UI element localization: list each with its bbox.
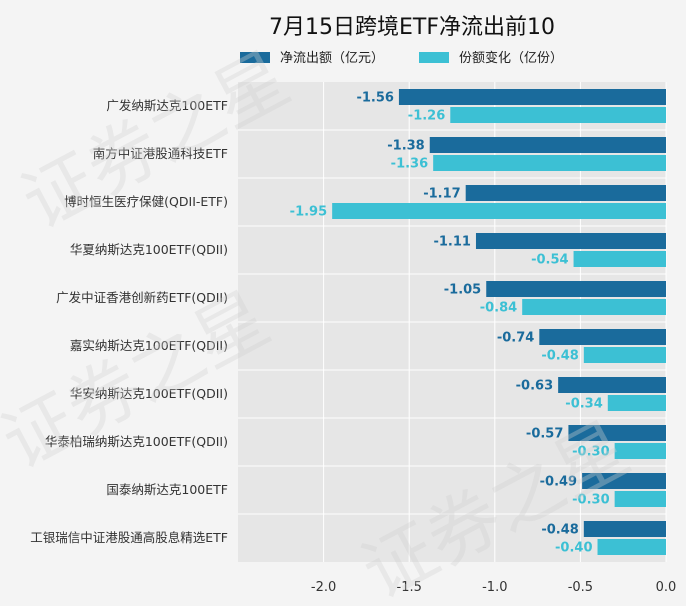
value-label-share-change: -0.34	[565, 397, 602, 412]
value-label-net-outflow: -0.63	[516, 379, 553, 394]
bar-share-change	[433, 155, 666, 171]
bar-net-outflow	[558, 377, 666, 393]
category-label: 广发纳斯达克100ETF	[106, 98, 228, 113]
category-label: 华泰柏瑞纳斯达克100ETF(QDII)	[45, 434, 228, 449]
value-label-share-change: -0.54	[531, 253, 568, 268]
bar-net-outflow	[539, 329, 666, 345]
bar-share-change	[614, 443, 666, 459]
category-labels: 广发纳斯达克100ETF 南方中证港股通科技ETF 博时恒生医疗保健(QDII-ET…	[30, 98, 228, 545]
bar-net-outflow	[486, 281, 666, 297]
legend-label-share-change: 份额变化（亿份）	[459, 50, 563, 66]
value-label-share-change: -0.40	[555, 541, 592, 556]
value-label-share-change: -0.48	[541, 349, 578, 364]
x-tick-label: -1.5	[397, 580, 422, 595]
value-label-share-change: -1.36	[391, 157, 428, 172]
x-tick-label: -0.5	[568, 580, 593, 595]
bar-net-outflow	[475, 233, 666, 249]
bar-share-change	[573, 251, 666, 267]
value-label-net-outflow: -1.11	[433, 235, 470, 250]
legend-swatch-share-change	[419, 52, 449, 63]
legend: 净流出额（亿元） 份额变化（亿份）	[240, 50, 563, 66]
value-label-share-change: -0.30	[572, 493, 609, 508]
bar-share-change	[607, 395, 666, 411]
legend-swatch-net-outflow	[240, 52, 270, 63]
category-label: 南方中证港股通科技ETF	[93, 146, 228, 161]
x-axis-ticks: -2.0 -1.5 -1.0 -0.5 0.0	[311, 580, 676, 595]
category-label: 博时恒生医疗保健(QDII-ETF)	[64, 194, 228, 209]
value-label-net-outflow: -0.74	[497, 331, 534, 346]
x-tick-label: -2.0	[311, 580, 336, 595]
category-label: 华夏纳斯达克100ETF(QDII)	[70, 242, 228, 257]
category-label: 国泰纳斯达克100ETF	[106, 482, 228, 497]
bar-share-change	[332, 203, 666, 219]
bar-net-outflow	[582, 473, 666, 489]
value-label-net-outflow: -0.48	[541, 523, 578, 538]
value-label-net-outflow: -1.38	[387, 139, 424, 154]
bar-share-change	[614, 491, 666, 507]
category-label: 广发中证香港创新药ETF(QDII)	[56, 290, 228, 305]
category-label: 工银瑞信中证港股通高股息精选ETF	[30, 530, 228, 545]
chart-title: 7月15日跨境ETF净流出前10	[269, 15, 555, 40]
bar-net-outflow	[583, 521, 666, 537]
category-label: 华安纳斯达克100ETF(QDII)	[70, 386, 228, 401]
value-label-share-change: -0.30	[572, 445, 609, 460]
bar-share-change	[522, 299, 666, 315]
value-label-share-change: -1.95	[290, 205, 327, 220]
bar-net-outflow	[398, 89, 666, 105]
x-tick-label: 0.0	[656, 580, 677, 595]
value-label-share-change: -1.26	[408, 109, 445, 124]
bar-share-change	[597, 539, 666, 555]
bar-share-change	[583, 347, 666, 363]
bar-net-outflow	[465, 185, 666, 201]
bar-net-outflow	[568, 425, 666, 441]
value-label-net-outflow: -1.05	[444, 283, 481, 298]
legend-label-net-outflow: 净流出额（亿元）	[280, 51, 384, 66]
value-labels: -1.56 -1.26 -1.38 -1.36 -1.17 -1.95 -1.11 -0.54…	[290, 91, 610, 556]
value-label-share-change: -0.84	[480, 301, 517, 316]
value-label-net-outflow: -1.17	[423, 187, 460, 202]
value-label-net-outflow: -0.57	[526, 427, 563, 442]
value-label-net-outflow: -1.56	[356, 91, 393, 106]
category-label: 嘉实纳斯达克100ETF(QDII)	[70, 338, 228, 353]
bar-net-outflow	[429, 137, 666, 153]
x-tick-label: -1.0	[482, 580, 507, 595]
bar-share-change	[450, 107, 666, 123]
value-label-net-outflow: -0.49	[540, 475, 577, 490]
bars	[332, 89, 666, 555]
